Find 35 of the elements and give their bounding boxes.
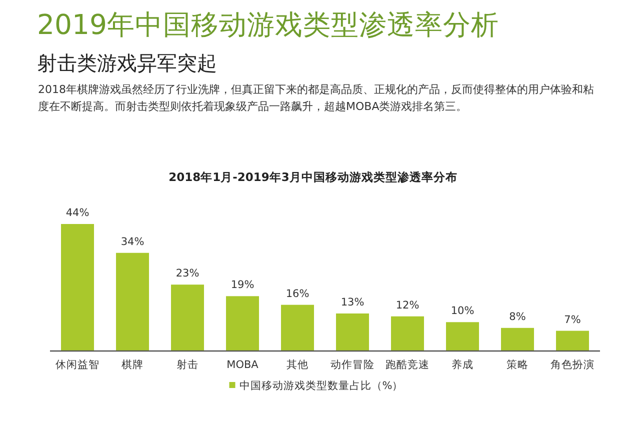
x-tick-label: 角色扮演	[550, 358, 594, 371]
x-tick-label: 跑酷竞速	[386, 358, 430, 371]
bar	[556, 330, 589, 351]
x-tick-label: 射击	[176, 358, 198, 371]
chart-subtitle: 射击类游戏异军突起	[37, 50, 217, 76]
x-tick-label: 棋牌	[122, 359, 144, 371]
data-label: 13%	[340, 296, 364, 308]
bar	[336, 313, 369, 351]
data-label: 44%	[66, 207, 90, 219]
text: 2018年1月-2019年3月中国移动游戏类型渗透率分布	[168, 170, 458, 184]
data-label: 16%	[286, 288, 310, 300]
data-label: 34%	[120, 236, 144, 248]
bar	[116, 252, 149, 351]
x-tick-label: 休闲益智	[56, 359, 100, 371]
x-tick-label: 动作冒险	[330, 359, 374, 371]
data-label: 19%	[230, 279, 254, 292]
data-label: 10%	[450, 305, 474, 318]
data-label: 8%	[509, 310, 526, 323]
bar	[446, 322, 479, 351]
x-tick-label: 养成	[452, 358, 474, 371]
data-label: 7%	[564, 314, 581, 326]
data-label: 23%	[176, 268, 200, 280]
bar	[281, 304, 314, 351]
bar	[171, 284, 204, 351]
chart-title: 2019年中国移动游戏类型渗透率分析	[37, 8, 499, 42]
bar	[226, 296, 259, 351]
bar	[501, 328, 534, 351]
data-label: 12%	[396, 299, 420, 312]
bar	[61, 224, 94, 351]
x-tick-label: 策略	[506, 359, 528, 371]
legend-label: 中国移动游戏类型数量占比（%）	[239, 379, 404, 392]
x-tick-label: 其他	[286, 358, 308, 371]
text: 2018年棋牌游戏虽然经历了行业洗牌，但真正留下来的都是高品质、正规化的产品，反而使得整体的用户体验和粘度在不断提高。而射击类型则依托着现象级产品一路飙升，超越MOBA类游戏排名第三。	[38, 82, 595, 115]
x-tick-label: MOBA	[226, 359, 260, 371]
bar	[391, 316, 424, 351]
